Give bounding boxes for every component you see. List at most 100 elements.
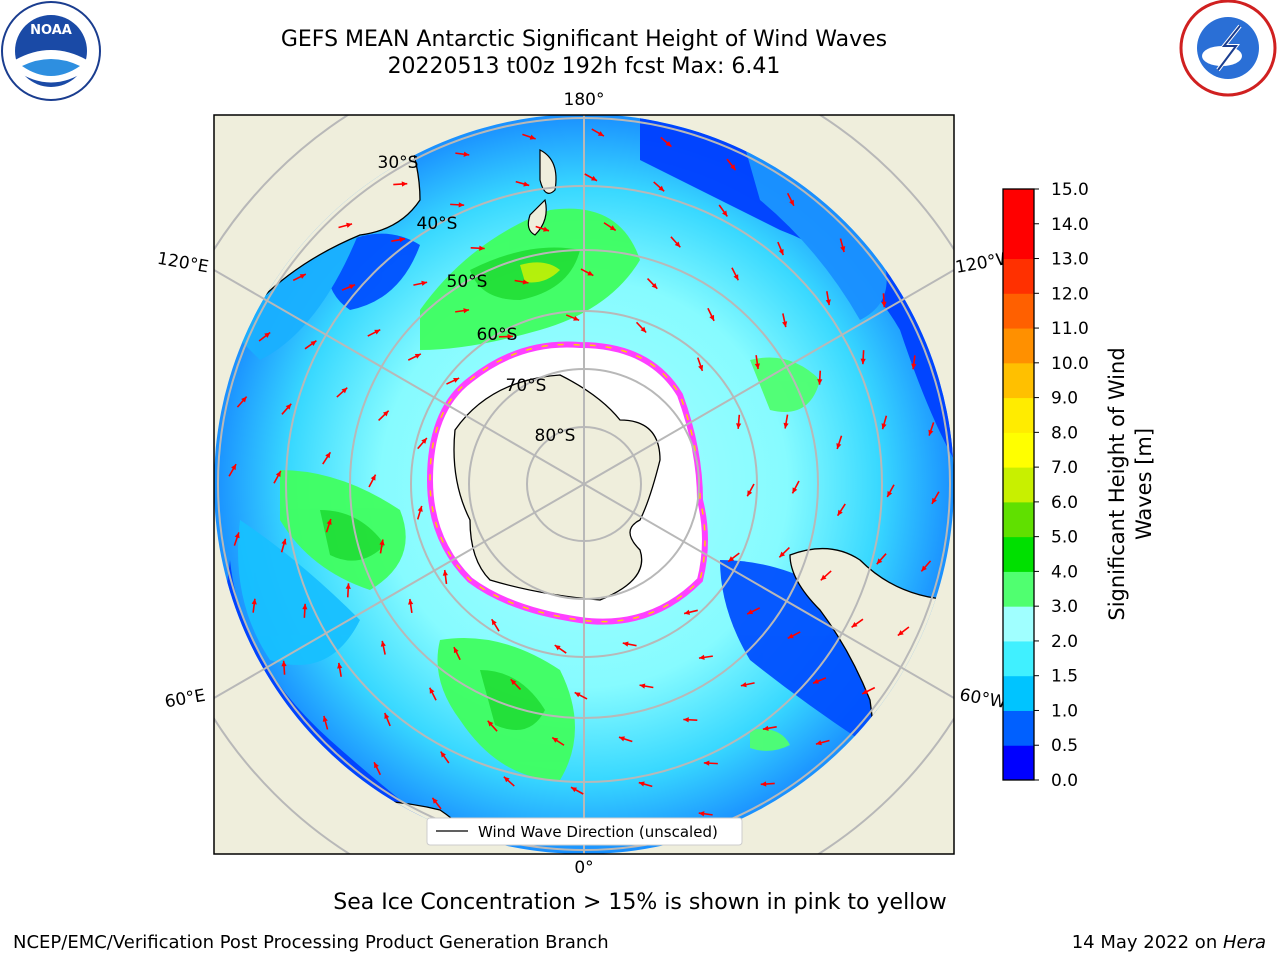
wind-wave-arrow-head <box>408 598 414 605</box>
colorbar-title-line1: Significant Height of Wind <box>1105 347 1129 620</box>
wind-wave-arrow-head <box>299 274 306 279</box>
wind-wave-arrow-head <box>510 679 517 686</box>
colorbar-segment <box>1003 710 1034 746</box>
wind-wave-arrow-head <box>639 683 646 689</box>
colorbar-segment <box>1003 606 1034 642</box>
wind-wave-arrow-head <box>281 538 287 545</box>
colorbar-segment <box>1003 432 1034 468</box>
wind-wave-arrow-head <box>379 539 385 546</box>
wind-wave-arrow-head <box>382 410 389 417</box>
wind-wave-arrow-head <box>817 379 823 385</box>
antarctica-landmass <box>453 374 661 601</box>
wind-wave-arrow-head <box>674 241 681 248</box>
colorbar-tick-label: 15.0 <box>1051 180 1089 200</box>
wind-wave-arrow-head <box>370 474 376 481</box>
lat-label-40s: 40°S <box>417 214 458 234</box>
wind-wave-arrow-head <box>728 556 735 562</box>
noaa-logo: NOAA <box>1 1 101 101</box>
colorbar-tick-label: 7.0 <box>1051 458 1078 478</box>
wind-wave-arrow-head <box>782 321 788 328</box>
colorbar-tick-label: 1.0 <box>1051 701 1078 721</box>
wind-wave-arrow-head <box>779 551 786 558</box>
lon-label-120e: 120°E <box>156 249 210 278</box>
map-frame <box>213 114 955 855</box>
wind-wave-arrow-head <box>862 689 869 694</box>
wind-wave-arrow-head <box>543 226 550 232</box>
wind-wave-arrow-head <box>897 630 904 636</box>
colorbar-segment <box>1003 640 1034 677</box>
wind-wave-arrow-head <box>285 403 292 410</box>
wind-wave-arrow-head <box>231 464 237 471</box>
colorbar-segment <box>1003 571 1034 607</box>
wind-wave-arrow-head <box>820 574 827 581</box>
wind-wave-arrow-head <box>747 490 753 497</box>
wind-wave-arrow-head <box>337 662 343 669</box>
colorbar-tick-label: 10.0 <box>1051 354 1089 374</box>
wind-wave-arrow-head <box>665 141 672 147</box>
wind-wave-arrow-head <box>414 353 421 359</box>
colorbar-segment <box>1003 536 1034 572</box>
wind-wave-arrow-head <box>789 199 794 206</box>
wind-wave-arrow-head <box>698 364 704 371</box>
colorbar-tick-label: 0.5 <box>1051 736 1078 756</box>
wind-wave-arrow-head <box>783 422 789 429</box>
wind-wave-arrow-head <box>302 603 308 610</box>
wind-wave-arrow-head <box>787 633 794 639</box>
nws-logo <box>1179 0 1277 97</box>
wind-wave-arrow-head <box>345 583 351 589</box>
wind-wave-arrow-head <box>754 363 760 370</box>
wind-wave-arrow-head <box>860 358 866 365</box>
colorbar-segment <box>1003 293 1034 329</box>
colorbar-segment <box>1003 675 1034 711</box>
wind-wave-arrow-head <box>234 532 240 539</box>
wind-wave-arrow-head <box>401 181 408 187</box>
wind-wave-arrow-head <box>281 660 287 667</box>
wind-wave-arrow-head <box>523 181 530 187</box>
colorbar-title-line2: Waves [m] <box>1132 428 1156 540</box>
lon-label-60e: 60°E <box>163 686 207 713</box>
wind-wave-arrow-head <box>529 134 536 140</box>
wind-wave-arrow-head <box>740 682 747 688</box>
wind-wave-arrow-head <box>463 308 470 314</box>
colorbar-segment <box>1003 328 1034 364</box>
colorbar-segment <box>1003 362 1034 399</box>
wind-wave-arrow-head <box>421 280 428 286</box>
colorbar <box>1003 189 1034 781</box>
wind-wave-arrow-head <box>730 164 736 171</box>
colorbar-tick-label: 9.0 <box>1051 389 1078 409</box>
wind-wave-arrow-head <box>921 565 927 572</box>
wind-wave-arrow-head <box>837 509 843 516</box>
lon-label-0: 0° <box>574 858 593 878</box>
colorbar-tick-label: 5.0 <box>1051 528 1078 548</box>
wind-wave-arrow-head <box>622 641 629 647</box>
wind-wave-arrow-head <box>684 609 690 615</box>
lat-label-50s: 50°S <box>447 272 488 292</box>
colorbar-tick-label: 3.0 <box>1051 597 1078 617</box>
wind-wave-arrow-head <box>881 301 887 308</box>
wind-wave-arrow-head <box>760 781 767 787</box>
wind-wave-arrow-head <box>881 423 887 430</box>
colorbar-segment <box>1003 467 1034 503</box>
lat-label-60s: 60°S <box>477 325 518 345</box>
wind-wave-arrow-head <box>453 378 460 383</box>
colorbar-tick-label: 6.0 <box>1051 493 1078 513</box>
wind-wave-arrow-head <box>341 387 348 394</box>
footer-date: 14 May 2022 on Hera <box>1072 932 1266 953</box>
colorbar-tick-label: 11.0 <box>1051 319 1089 339</box>
wind-wave-arrow-head <box>638 781 645 787</box>
wind-wave-arrow-head <box>574 692 581 698</box>
wind-wave-arrow-head <box>522 279 529 285</box>
colorbar-segment <box>1003 501 1034 538</box>
wind-wave-arrow-head <box>609 225 616 231</box>
wind-wave-arrow-head <box>241 396 247 403</box>
wind-wave-arrow-head <box>651 282 658 289</box>
wind-wave-arrow-head <box>440 751 446 758</box>
wind-wave-arrow-head <box>931 497 937 504</box>
wind-wave-arrow-head <box>432 797 438 804</box>
wind-wave-arrow-head <box>552 737 559 743</box>
sea-ice-caption: Sea Ice Concentration > 15% is shown in … <box>333 890 947 915</box>
wind-wave-arrow-head <box>573 315 580 321</box>
lon-label-60w: 60°W <box>958 685 1008 713</box>
wind-wave-arrow-head <box>491 619 497 626</box>
